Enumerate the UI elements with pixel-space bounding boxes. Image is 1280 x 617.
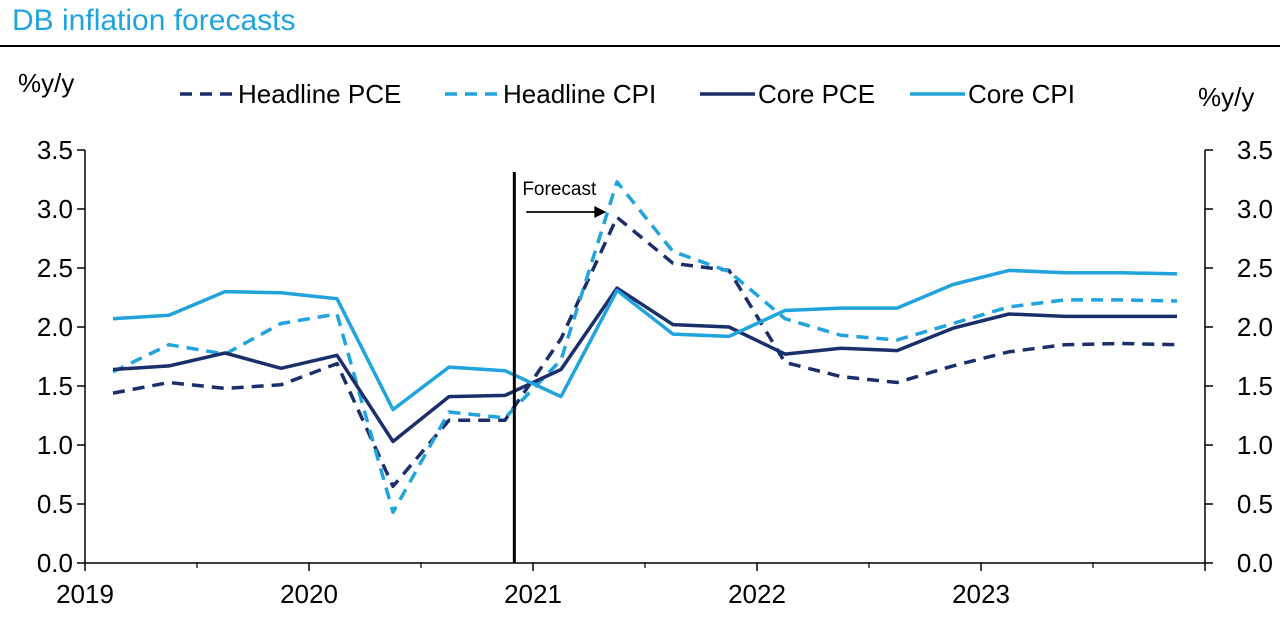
- y-tick-label-right: 3.5: [1237, 135, 1273, 165]
- y-axis-left: 0.0 0.5 1.0 1.5 2.0 2.5 3.0 3.5: [37, 135, 86, 578]
- y-tick-label-left: 1.5: [37, 371, 73, 401]
- x-tick-label: 2022: [728, 579, 786, 609]
- x-tick-label: 2021: [504, 579, 562, 609]
- y-tick-label-right: 0.0: [1237, 548, 1273, 578]
- series-line-core-cpi: [112, 268, 1178, 412]
- legend-label-headline-cpi: Headline CPI: [503, 79, 656, 109]
- y-tick-label-left: 2.5: [37, 253, 73, 283]
- legend-label-headline-pce: Headline PCE: [238, 79, 401, 109]
- y-axis-right: 0.0 0.5 1.0 1.5 2.0 2.5 3.0 3.5: [1204, 135, 1273, 578]
- y-tick-label-right: 2.5: [1237, 253, 1273, 283]
- y-tick-label-left: 1.0: [37, 430, 73, 460]
- y-tick-label-right: 3.0: [1237, 194, 1273, 224]
- y-tick-label-left: 3.0: [37, 194, 73, 224]
- y-tick-label-left: 0.0: [37, 548, 73, 578]
- y-tick-label-right: 0.5: [1237, 489, 1273, 519]
- y-tick-label-right: 2.0: [1237, 312, 1273, 342]
- legend-label-core-cpi: Core CPI: [968, 79, 1075, 109]
- x-tick-label: 2019: [56, 579, 114, 609]
- x-axis: 2019 2020 2021 2022 2023: [56, 562, 1206, 609]
- y-tick-label-left: 2.0: [37, 312, 73, 342]
- y-left-unit-label: %y/y: [18, 68, 74, 98]
- y-tick-label-right: 1.5: [1237, 371, 1273, 401]
- series-line-core-pce: [112, 286, 1177, 444]
- series-line-headline-cpi: [112, 180, 1178, 515]
- series-lines: [112, 180, 1178, 515]
- legend-label-core-pce: Core PCE: [758, 79, 875, 109]
- legend: Headline PCE Headline CPI Core PCE Core CPI: [180, 79, 1075, 109]
- forecast-marker: Forecast: [512, 172, 607, 563]
- forecast-label: Forecast: [522, 179, 597, 200]
- y-tick-label-left: 3.5: [37, 135, 73, 165]
- y-tick-label-left: 0.5: [37, 489, 73, 519]
- forecast-arrow-head: [594, 206, 607, 218]
- y-tick-label-right: 1.0: [1237, 430, 1273, 460]
- series-line-headline-pce: [112, 215, 1178, 489]
- chart-title: DB inflation forecasts: [12, 4, 295, 37]
- x-tick-label: 2023: [952, 579, 1010, 609]
- y-right-unit-label: %y/y: [1198, 82, 1254, 112]
- x-tick-label: 2020: [280, 579, 338, 609]
